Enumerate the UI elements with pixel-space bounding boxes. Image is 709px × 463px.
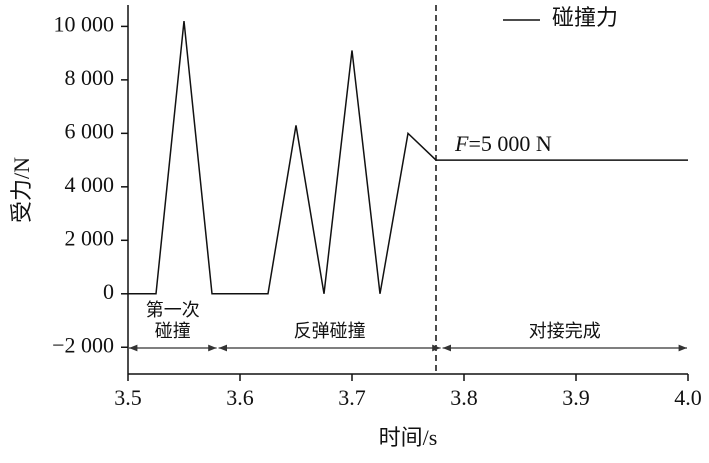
y-tick-label: 10 000 <box>54 11 115 36</box>
phase-label: 对接完成 <box>529 321 601 341</box>
x-tick-label: 3.7 <box>338 385 366 410</box>
x-tick-label: 3.6 <box>226 385 254 410</box>
phase-label: 反弹碰撞 <box>294 321 366 341</box>
x-tick-label: 4.0 <box>674 385 702 410</box>
annotation-symbol: F <box>454 131 469 156</box>
y-tick-label: 6 000 <box>65 118 115 143</box>
annotation-text: =5 000 N <box>468 131 551 156</box>
data-line <box>128 20 688 295</box>
y-tick-label: 4 000 <box>65 172 115 197</box>
phase-label: 第一次 <box>146 300 200 320</box>
y-axis-label: 受力/N <box>9 157 34 223</box>
y-tick-label: 0 <box>103 279 114 304</box>
y-tick-label: −2 000 <box>52 332 114 357</box>
x-tick-label: 3.5 <box>114 385 142 410</box>
x-axis-label: 时间/s <box>379 425 438 450</box>
x-tick-label: 3.9 <box>562 385 590 410</box>
y-tick-label: 2 000 <box>65 225 115 250</box>
annotation: F=5 000 N <box>454 131 552 156</box>
y-tick-label: 8 000 <box>65 65 115 90</box>
x-tick-label: 3.8 <box>450 385 478 410</box>
legend-label: 碰撞力 <box>552 5 618 30</box>
phase-label: 碰撞 <box>155 321 191 341</box>
